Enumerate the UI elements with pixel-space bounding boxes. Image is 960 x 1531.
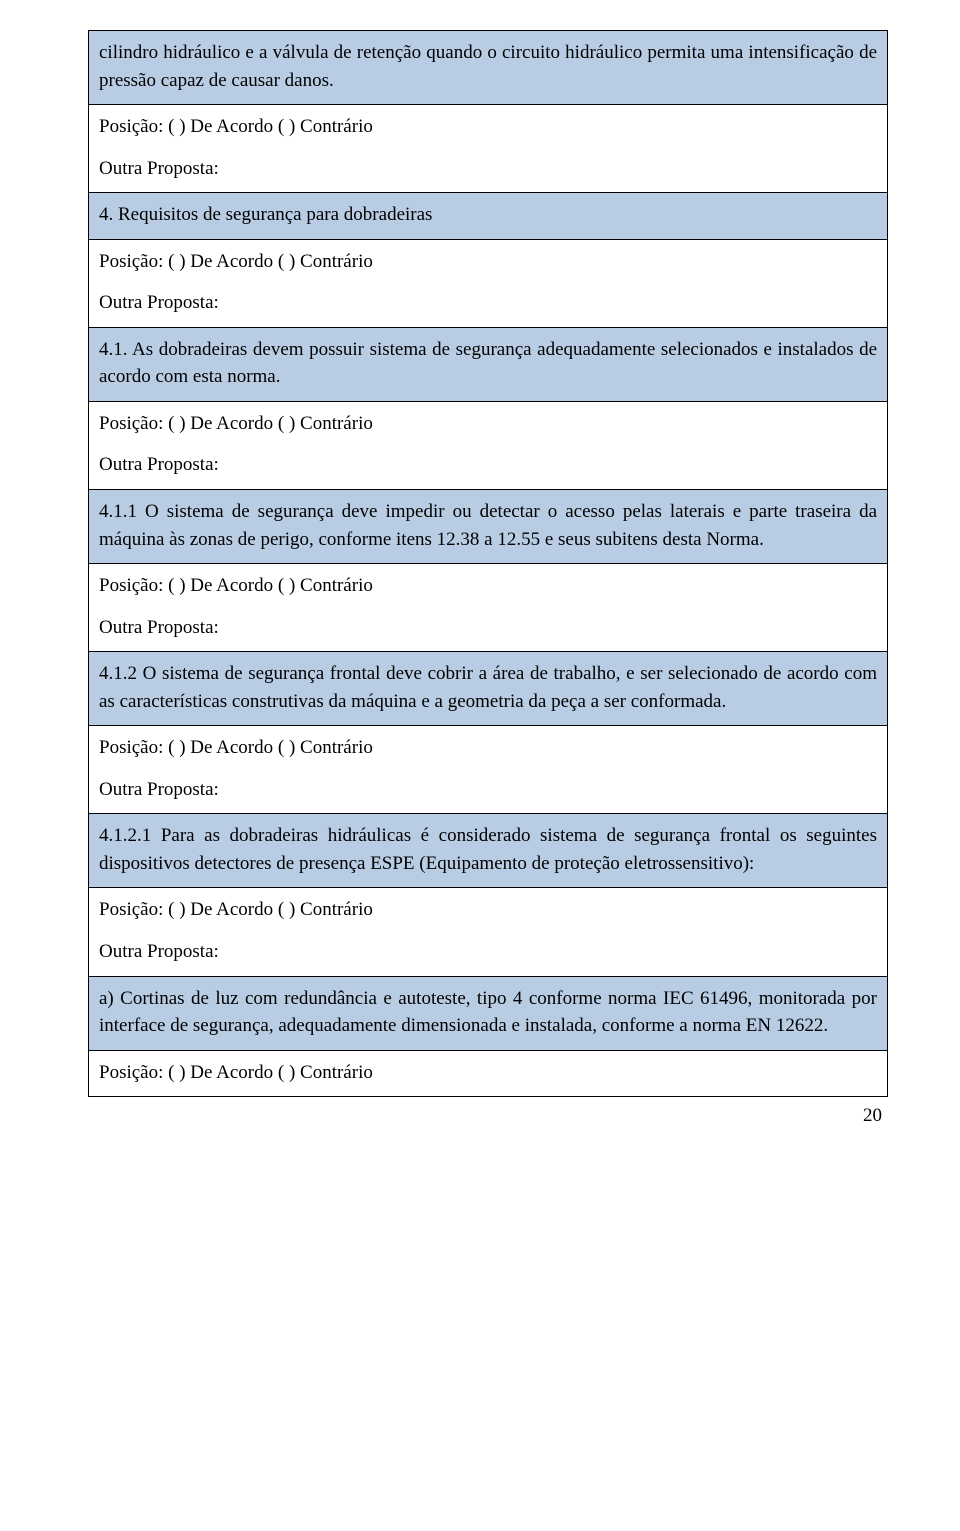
outra-proposta-line: Outra Proposta:: [99, 614, 877, 642]
response-cell: Posição: ( ) De Acordo ( ) Contrário Outr…: [89, 564, 888, 652]
table-row: Posição: ( ) De Acordo ( ) Contrário Outr…: [89, 888, 888, 976]
clause-cell: cilindro hidráulico e a válvula de reten…: [89, 31, 888, 105]
clause-cell: 4.1. As dobradeiras devem possuir sistem…: [89, 327, 888, 401]
posicao-line: Posição: ( ) De Acordo ( ) Contrário: [99, 113, 877, 141]
posicao-line: Posição: ( ) De Acordo ( ) Contrário: [99, 1059, 877, 1087]
outra-proposta-line: Outra Proposta:: [99, 289, 877, 317]
outra-proposta-line: Outra Proposta:: [99, 155, 877, 183]
table-row: Posição: ( ) De Acordo ( ) Contrário Outr…: [89, 105, 888, 193]
table-row: Posição: ( ) De Acordo ( ) Contrário Outr…: [89, 239, 888, 327]
table-row: Posição: ( ) De Acordo ( ) Contrário Outr…: [89, 564, 888, 652]
response-cell: Posição: ( ) De Acordo ( ) Contrário Outr…: [89, 105, 888, 193]
posicao-line: Posição: ( ) De Acordo ( ) Contrário: [99, 572, 877, 600]
table-row: 4.1.2 O sistema de segurança frontal dev…: [89, 652, 888, 726]
response-cell: Posição: ( ) De Acordo ( ) Contrário Outr…: [89, 888, 888, 976]
clause-cell: a) Cortinas de luz com redundância e aut…: [89, 976, 888, 1050]
document-tbody: cilindro hidráulico e a válvula de reten…: [89, 31, 888, 1097]
clause-cell: 4.1.1 O sistema de segurança deve impedi…: [89, 490, 888, 564]
outra-proposta-line: Outra Proposta:: [99, 938, 877, 966]
response-cell: Posição: ( ) De Acordo ( ) Contrário: [89, 1050, 888, 1097]
table-row: Posição: ( ) De Acordo ( ) Contrário Outr…: [89, 401, 888, 489]
table-row: Posição: ( ) De Acordo ( ) Contrário Outr…: [89, 726, 888, 814]
table-row: Posição: ( ) De Acordo ( ) Contrário: [89, 1050, 888, 1097]
table-row: 4.1.2.1 Para as dobradeiras hidráulicas …: [89, 814, 888, 888]
table-row: a) Cortinas de luz com redundância e aut…: [89, 976, 888, 1050]
page-number: 20: [88, 1105, 888, 1127]
response-cell: Posição: ( ) De Acordo ( ) Contrário Outr…: [89, 726, 888, 814]
table-row: cilindro hidráulico e a válvula de reten…: [89, 31, 888, 105]
clause-cell: 4.1.2 O sistema de segurança frontal dev…: [89, 652, 888, 726]
response-cell: Posição: ( ) De Acordo ( ) Contrário Outr…: [89, 401, 888, 489]
clause-cell: 4. Requisitos de segurança para dobradei…: [89, 193, 888, 240]
posicao-line: Posição: ( ) De Acordo ( ) Contrário: [99, 896, 877, 924]
response-cell: Posição: ( ) De Acordo ( ) Contrário Outr…: [89, 239, 888, 327]
document-table: cilindro hidráulico e a válvula de reten…: [88, 30, 888, 1097]
posicao-line: Posição: ( ) De Acordo ( ) Contrário: [99, 410, 877, 438]
table-row: 4. Requisitos de segurança para dobradei…: [89, 193, 888, 240]
outra-proposta-line: Outra Proposta:: [99, 451, 877, 479]
clause-cell: 4.1.2.1 Para as dobradeiras hidráulicas …: [89, 814, 888, 888]
table-row: 4.1. As dobradeiras devem possuir sistem…: [89, 327, 888, 401]
table-row: 4.1.1 O sistema de segurança deve impedi…: [89, 490, 888, 564]
posicao-line: Posição: ( ) De Acordo ( ) Contrário: [99, 734, 877, 762]
outra-proposta-line: Outra Proposta:: [99, 776, 877, 804]
posicao-line: Posição: ( ) De Acordo ( ) Contrário: [99, 248, 877, 276]
